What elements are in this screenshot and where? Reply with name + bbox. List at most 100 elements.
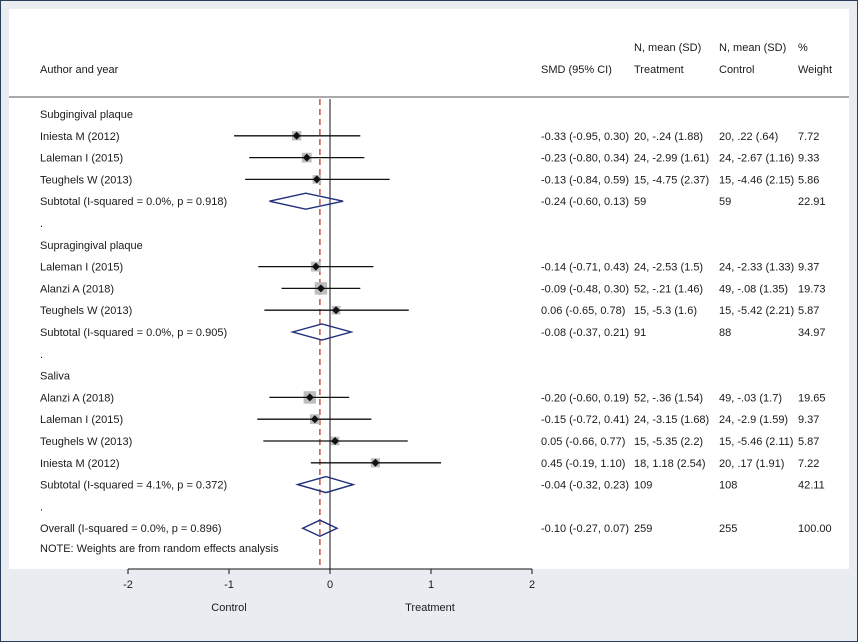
study-label: Teughels W (2013) — [40, 305, 132, 317]
smd-ci-value: 0.05 (-0.66, 0.77) — [541, 436, 625, 448]
study-label: Iniesta M (2012) — [40, 131, 119, 143]
control-value: 59 — [719, 196, 731, 208]
x-tick-label: 2 — [529, 579, 535, 591]
study-label: Teughels W (2013) — [40, 436, 132, 448]
weight-value: 9.37 — [798, 262, 819, 274]
subtotal-label: Subtotal (I-squared = 0.0%, p = 0.918) — [40, 196, 227, 208]
header-treatment-top: N, mean (SD) — [634, 42, 701, 54]
smd-ci-value: -0.10 (-0.27, 0.07) — [541, 523, 629, 535]
x-tick-label: -2 — [123, 579, 133, 591]
study-label: Alanzi A (2018) — [40, 392, 114, 404]
control-value: 108 — [719, 480, 737, 492]
header-control: Control — [719, 64, 754, 76]
xlabel-treatment: Treatment — [405, 602, 455, 614]
subtotal-diamond — [295, 475, 356, 494]
subtotal-label: Subtotal (I-squared = 0.0%, p = 0.905) — [40, 327, 227, 339]
treatment-value: 259 — [634, 523, 652, 535]
treatment-value: 59 — [634, 196, 646, 208]
weight-value: 9.33 — [798, 153, 819, 165]
point-estimate — [371, 458, 380, 467]
weight-value: 34.97 — [798, 327, 826, 339]
point-estimate — [316, 284, 325, 293]
x-tick-label: 0 — [327, 579, 333, 591]
treatment-value: 20, -.24 (1.88) — [634, 131, 703, 143]
point-estimate — [311, 262, 320, 271]
weight-value: 7.72 — [798, 131, 819, 143]
plot-panel — [9, 9, 849, 569]
control-value: 88 — [719, 327, 731, 339]
treatment-value: 24, -2.53 (1.5) — [634, 262, 703, 274]
smd-ci-value: -0.20 (-0.60, 0.19) — [541, 392, 629, 404]
header-weight: Weight — [798, 64, 832, 76]
treatment-value: 18, 1.18 (2.54) — [634, 458, 706, 470]
smd-ci-value: -0.15 (-0.72, 0.41) — [541, 414, 629, 426]
control-value: 15, -4.46 (2.15) — [719, 174, 794, 186]
point-estimate — [312, 175, 321, 184]
control-value: 15, -5.42 (2.21) — [719, 305, 794, 317]
group-separator: . — [40, 349, 43, 361]
smd-ci-value: 0.45 (-0.19, 1.10) — [541, 458, 625, 470]
weight-value: 19.65 — [798, 392, 826, 404]
smd-ci-value: -0.33 (-0.95, 0.30) — [541, 131, 629, 143]
treatment-value: 15, -5.35 (2.2) — [634, 436, 703, 448]
smd-ci-value: -0.08 (-0.37, 0.21) — [541, 327, 629, 339]
smd-ci-value: -0.24 (-0.60, 0.13) — [541, 196, 629, 208]
control-value: 24, -2.67 (1.16) — [719, 153, 794, 165]
control-value: 20, .17 (1.91) — [719, 458, 784, 470]
treatment-value: 15, -5.3 (1.6) — [634, 305, 697, 317]
point-estimate — [302, 153, 311, 162]
header-weight-top: % — [798, 42, 808, 54]
weight-value: 19.73 — [798, 283, 826, 295]
weight-value: 7.22 — [798, 458, 819, 470]
treatment-value: 91 — [634, 327, 646, 339]
header-control-top: N, mean (SD) — [719, 42, 786, 54]
study-label: Iniesta M (2012) — [40, 458, 119, 470]
group-label: Subgingival plaque — [40, 109, 133, 121]
xlabel-control: Control — [211, 602, 246, 614]
smd-ci-value: -0.13 (-0.84, 0.59) — [541, 174, 629, 186]
control-value: 20, .22 (.64) — [719, 131, 778, 143]
x-tick-label: 1 — [428, 579, 434, 591]
study-label: Laleman I (2015) — [40, 153, 123, 165]
weight-value: 5.87 — [798, 305, 819, 317]
group-label: Supragingival plaque — [40, 240, 143, 252]
weight-value: 42.11 — [798, 480, 825, 492]
header-treatment: Treatment — [634, 64, 684, 76]
weight-value: 5.87 — [798, 436, 819, 448]
smd-ci-value: -0.14 (-0.71, 0.43) — [541, 262, 629, 274]
weight-value: 100.00 — [798, 523, 832, 535]
control-value: 49, -.08 (1.35) — [719, 283, 788, 295]
treatment-value: 109 — [634, 480, 652, 492]
point-estimate — [292, 131, 301, 140]
x-tick-label: -1 — [224, 579, 234, 591]
weight-value: 5.86 — [798, 174, 819, 186]
smd-ci-value: -0.04 (-0.32, 0.23) — [541, 480, 629, 492]
group-label: Saliva — [40, 371, 71, 383]
point-estimate — [310, 415, 319, 424]
weight-value: 9.37 — [798, 414, 819, 426]
group-separator: . — [40, 218, 43, 230]
control-value: 49, -.03 (1.7) — [719, 392, 782, 404]
overall-label: Overall (I-squared = 0.0%, p = 0.896) — [40, 523, 222, 535]
treatment-value: 24, -2.99 (1.61) — [634, 153, 709, 165]
study-label: Laleman I (2015) — [40, 262, 123, 274]
control-value: 24, -2.33 (1.33) — [719, 262, 794, 274]
treatment-value: 52, -.21 (1.46) — [634, 283, 703, 295]
smd-ci-value: 0.06 (-0.65, 0.78) — [541, 305, 625, 317]
point-estimate — [332, 306, 341, 315]
overall-diamond — [301, 519, 339, 537]
control-value: 24, -2.9 (1.59) — [719, 414, 788, 426]
weight-value: 22.91 — [798, 196, 826, 208]
header-smd: SMD (95% CI) — [541, 64, 612, 76]
study-label: Teughels W (2013) — [40, 174, 132, 186]
treatment-value: 24, -3.15 (1.68) — [634, 414, 709, 426]
header-author: Author and year — [40, 64, 119, 76]
control-value: 255 — [719, 523, 737, 535]
subtotal-diamond — [269, 192, 344, 210]
treatment-value: 15, -4.75 (2.37) — [634, 174, 709, 186]
study-label: Alanzi A (2018) — [40, 283, 114, 295]
smd-ci-value: -0.09 (-0.48, 0.30) — [541, 283, 629, 295]
treatment-value: 52, -.36 (1.54) — [634, 392, 703, 404]
